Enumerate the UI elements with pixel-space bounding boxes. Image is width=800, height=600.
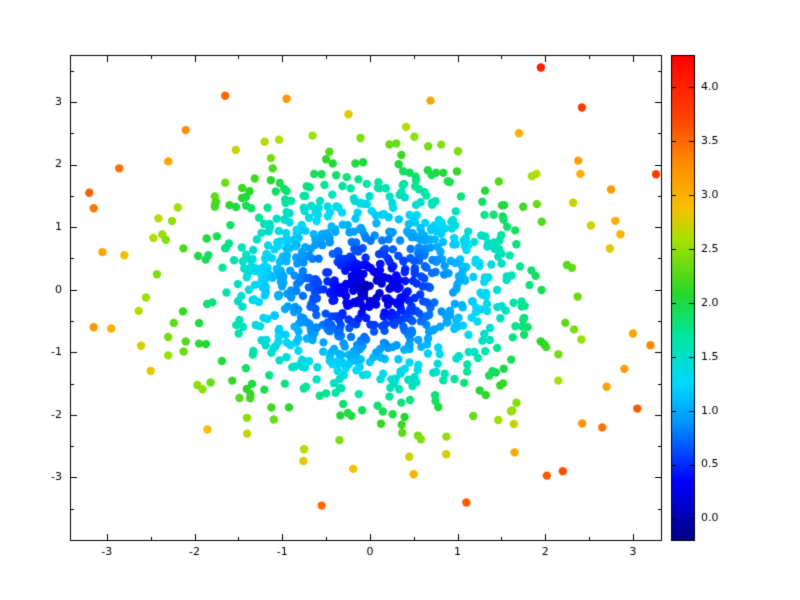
scatter-figure [0,0,800,600]
scatter-chart-canvas [0,0,800,600]
